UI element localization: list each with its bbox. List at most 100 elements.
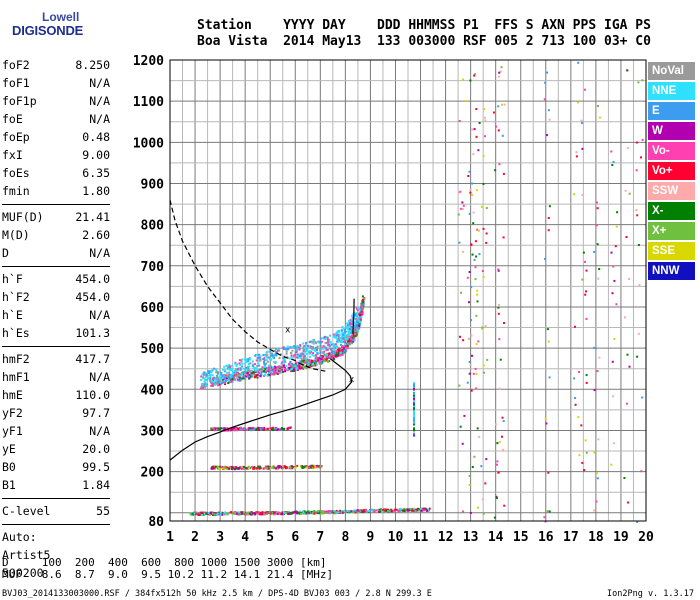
echo-point <box>239 374 242 377</box>
echo-point <box>214 383 216 386</box>
echo-point <box>264 363 267 366</box>
parameter-row: foF1p N/A <box>2 92 110 110</box>
echo-point <box>358 319 361 322</box>
echo-point <box>341 326 344 329</box>
echo-point <box>198 514 201 516</box>
echo-point <box>231 466 233 469</box>
echo-point <box>289 357 291 360</box>
echo-point <box>311 346 314 349</box>
noise-point <box>481 205 483 208</box>
echo-point <box>350 510 353 513</box>
parameter-row: h`F2 454.0 <box>2 288 110 306</box>
noise-point <box>474 73 477 76</box>
noise-point <box>466 381 469 384</box>
echo-point <box>201 511 204 514</box>
echo-point <box>247 363 250 365</box>
echo-point <box>283 465 286 468</box>
echo-point <box>400 508 403 511</box>
noise-point <box>469 79 472 82</box>
echo-point <box>229 374 232 377</box>
echo-point <box>231 512 234 515</box>
echo-point <box>274 427 277 430</box>
echo-point <box>317 341 320 344</box>
noise-point <box>611 292 614 295</box>
echo-point <box>237 374 240 377</box>
echo-point <box>293 511 296 514</box>
echo-point <box>353 314 356 317</box>
echo-point <box>236 512 239 515</box>
echo-point <box>246 369 249 372</box>
echo-point <box>318 512 321 514</box>
echo-point <box>296 356 298 359</box>
parameter-row: foEp 0.48 <box>2 128 110 146</box>
echo-point <box>257 428 260 431</box>
echo-point <box>207 377 210 380</box>
parameter-value: 8.250 <box>75 58 110 72</box>
echo-point <box>294 467 297 470</box>
x-tick-label: 2 <box>191 530 199 545</box>
echo-point <box>240 374 243 377</box>
echo-point <box>337 349 340 352</box>
echo-point <box>219 378 222 380</box>
echo-point <box>238 362 241 365</box>
echo-point <box>307 363 310 366</box>
parameter-name: B0 <box>2 460 16 474</box>
echo-point <box>239 363 242 366</box>
echo-point <box>395 508 398 511</box>
echo-point <box>321 351 323 354</box>
echo-point <box>324 338 327 341</box>
echo-point <box>244 360 247 363</box>
echo-point <box>239 367 242 370</box>
echo-point <box>227 512 230 515</box>
echo-point <box>285 350 288 353</box>
echo-point <box>220 376 223 379</box>
noise-point <box>547 340 550 343</box>
noise-point <box>616 211 619 214</box>
x-tick-label: 19 <box>613 530 629 545</box>
echo-point <box>229 429 232 432</box>
divider <box>2 346 110 347</box>
echo-point <box>345 330 348 333</box>
noise-point <box>485 458 488 461</box>
echo-point <box>271 356 274 359</box>
echo-point <box>259 427 262 430</box>
noise-point <box>470 389 473 392</box>
echo-point <box>337 335 340 338</box>
echo-point <box>281 513 284 516</box>
noise-point <box>476 427 479 430</box>
echo-point <box>219 427 222 430</box>
parameter-row: MUF(D) 21.41 <box>2 208 110 226</box>
echo-point <box>284 367 286 370</box>
noise-point <box>468 271 471 273</box>
echo-point <box>306 510 309 513</box>
x-tick-label: 17 <box>563 530 579 545</box>
echo-point <box>373 510 376 513</box>
echo-point <box>312 339 315 342</box>
parameter-value: N/A <box>89 308 110 322</box>
noise-point <box>478 253 481 256</box>
auto-version: 500200 <box>2 566 44 580</box>
parameter-name: foE <box>2 112 23 126</box>
echo-point <box>305 341 307 344</box>
parameter-panel: foF2 8.250 foF1 N/A foF1p N/A foE N/A foEp 0.48 fx… <box>2 56 110 582</box>
noise-point <box>544 81 547 84</box>
echo-point <box>235 466 238 469</box>
logo-lowell-text: Lowell <box>42 10 80 24</box>
echo-point <box>243 428 246 431</box>
echo-point <box>254 467 257 470</box>
noise-point <box>472 372 475 375</box>
echo-point <box>305 511 308 514</box>
echo-point <box>338 349 341 352</box>
legend: NoVal NNE E W Vo- Vo+ SSW X- X+ SSE NNW <box>648 62 695 282</box>
echo-point <box>231 367 234 370</box>
noise-point <box>497 306 500 309</box>
echo-point <box>350 334 353 337</box>
noise-point <box>611 164 614 166</box>
parameter-row: M(D) 2.60 <box>2 226 110 244</box>
echo-point <box>189 512 192 515</box>
echo-point <box>302 353 305 356</box>
echo-point <box>277 348 280 351</box>
x-tick-label: 7 <box>316 530 324 545</box>
noise-point <box>497 471 500 474</box>
echo-point <box>353 323 356 326</box>
